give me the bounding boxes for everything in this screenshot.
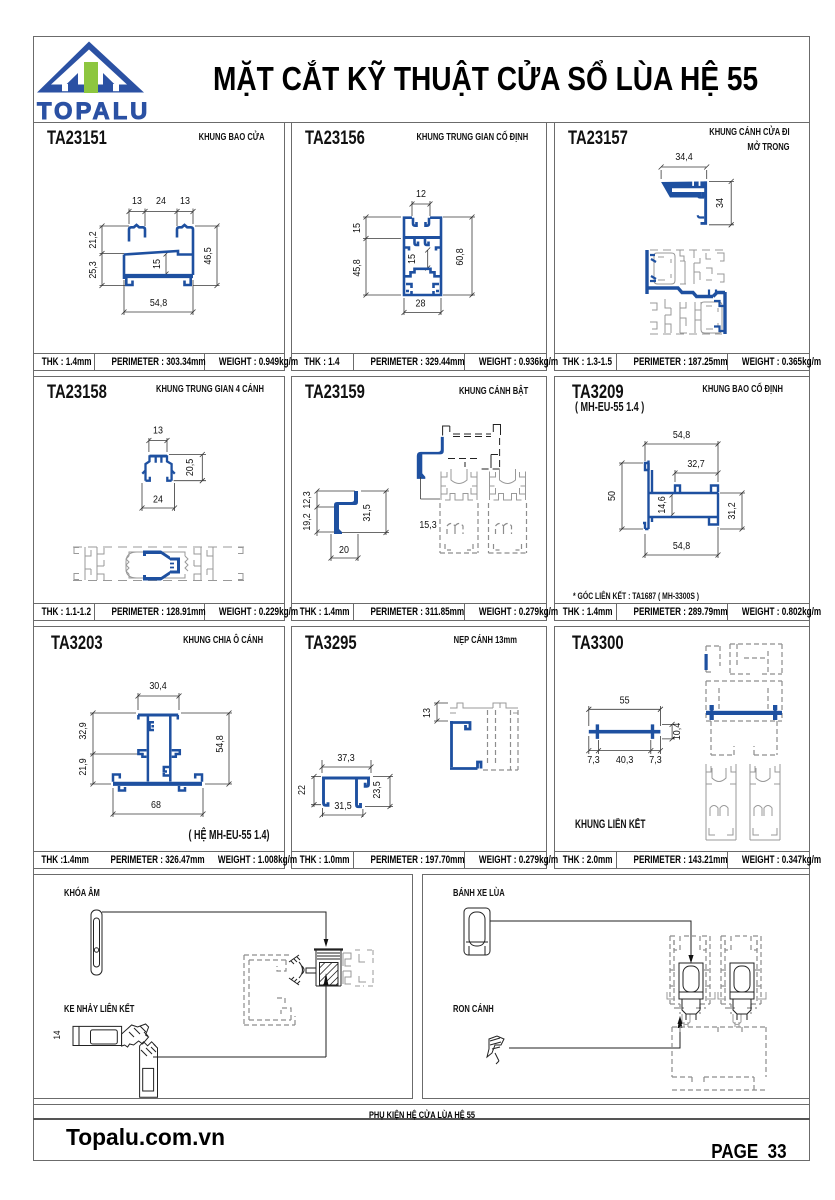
svg-text:12,3: 12,3 xyxy=(301,491,313,508)
svg-text:21,9: 21,9 xyxy=(77,758,89,775)
svg-text:54,8: 54,8 xyxy=(673,540,690,552)
svg-text:15: 15 xyxy=(351,223,363,233)
svg-text:30,4: 30,4 xyxy=(149,680,167,692)
svg-text:46,5: 46,5 xyxy=(202,247,214,264)
svg-text:31,5: 31,5 xyxy=(334,800,351,812)
svg-text:20: 20 xyxy=(339,544,349,556)
svg-text:20,5: 20,5 xyxy=(184,459,196,476)
svg-text:12: 12 xyxy=(416,188,426,200)
svg-text:19,2: 19,2 xyxy=(301,513,313,530)
svg-text:24: 24 xyxy=(156,195,166,207)
svg-text:21,2: 21,2 xyxy=(87,231,99,248)
svg-text:55: 55 xyxy=(620,695,630,707)
svg-text:7,3: 7,3 xyxy=(587,754,599,766)
svg-text:34,4: 34,4 xyxy=(675,151,693,163)
svg-text:7,3: 7,3 xyxy=(649,754,661,766)
svg-text:54,8: 54,8 xyxy=(214,735,226,752)
svg-text:13: 13 xyxy=(421,708,433,718)
svg-text:15,3: 15,3 xyxy=(419,519,436,531)
svg-text:24: 24 xyxy=(153,494,163,506)
svg-text:34: 34 xyxy=(714,198,726,208)
svg-text:25,3: 25,3 xyxy=(87,261,99,278)
svg-text:32,7: 32,7 xyxy=(687,458,704,470)
svg-text:37,3: 37,3 xyxy=(337,752,354,764)
svg-text:31,2: 31,2 xyxy=(726,502,738,519)
svg-text:45,8: 45,8 xyxy=(351,259,363,276)
svg-text:15: 15 xyxy=(151,259,163,269)
svg-text:28: 28 xyxy=(416,298,426,310)
svg-text:14,6: 14,6 xyxy=(656,496,668,513)
svg-text:31,5: 31,5 xyxy=(361,504,373,521)
svg-text:23,5: 23,5 xyxy=(371,781,383,798)
svg-text:32,9: 32,9 xyxy=(77,722,89,739)
svg-text:60,8: 60,8 xyxy=(454,248,466,265)
svg-text:13: 13 xyxy=(132,195,142,207)
svg-text:50: 50 xyxy=(606,491,618,501)
svg-text:54,8: 54,8 xyxy=(673,429,690,441)
svg-text:14: 14 xyxy=(51,1030,62,1039)
svg-text:22: 22 xyxy=(296,785,308,795)
svg-text:10,4: 10,4 xyxy=(671,722,683,740)
svg-text:13: 13 xyxy=(180,195,190,207)
svg-text:40,3: 40,3 xyxy=(616,754,633,766)
svg-text:68: 68 xyxy=(151,799,161,811)
svg-text:54,8: 54,8 xyxy=(150,297,167,309)
svg-text:15: 15 xyxy=(406,254,418,264)
svg-text:13: 13 xyxy=(153,425,163,437)
